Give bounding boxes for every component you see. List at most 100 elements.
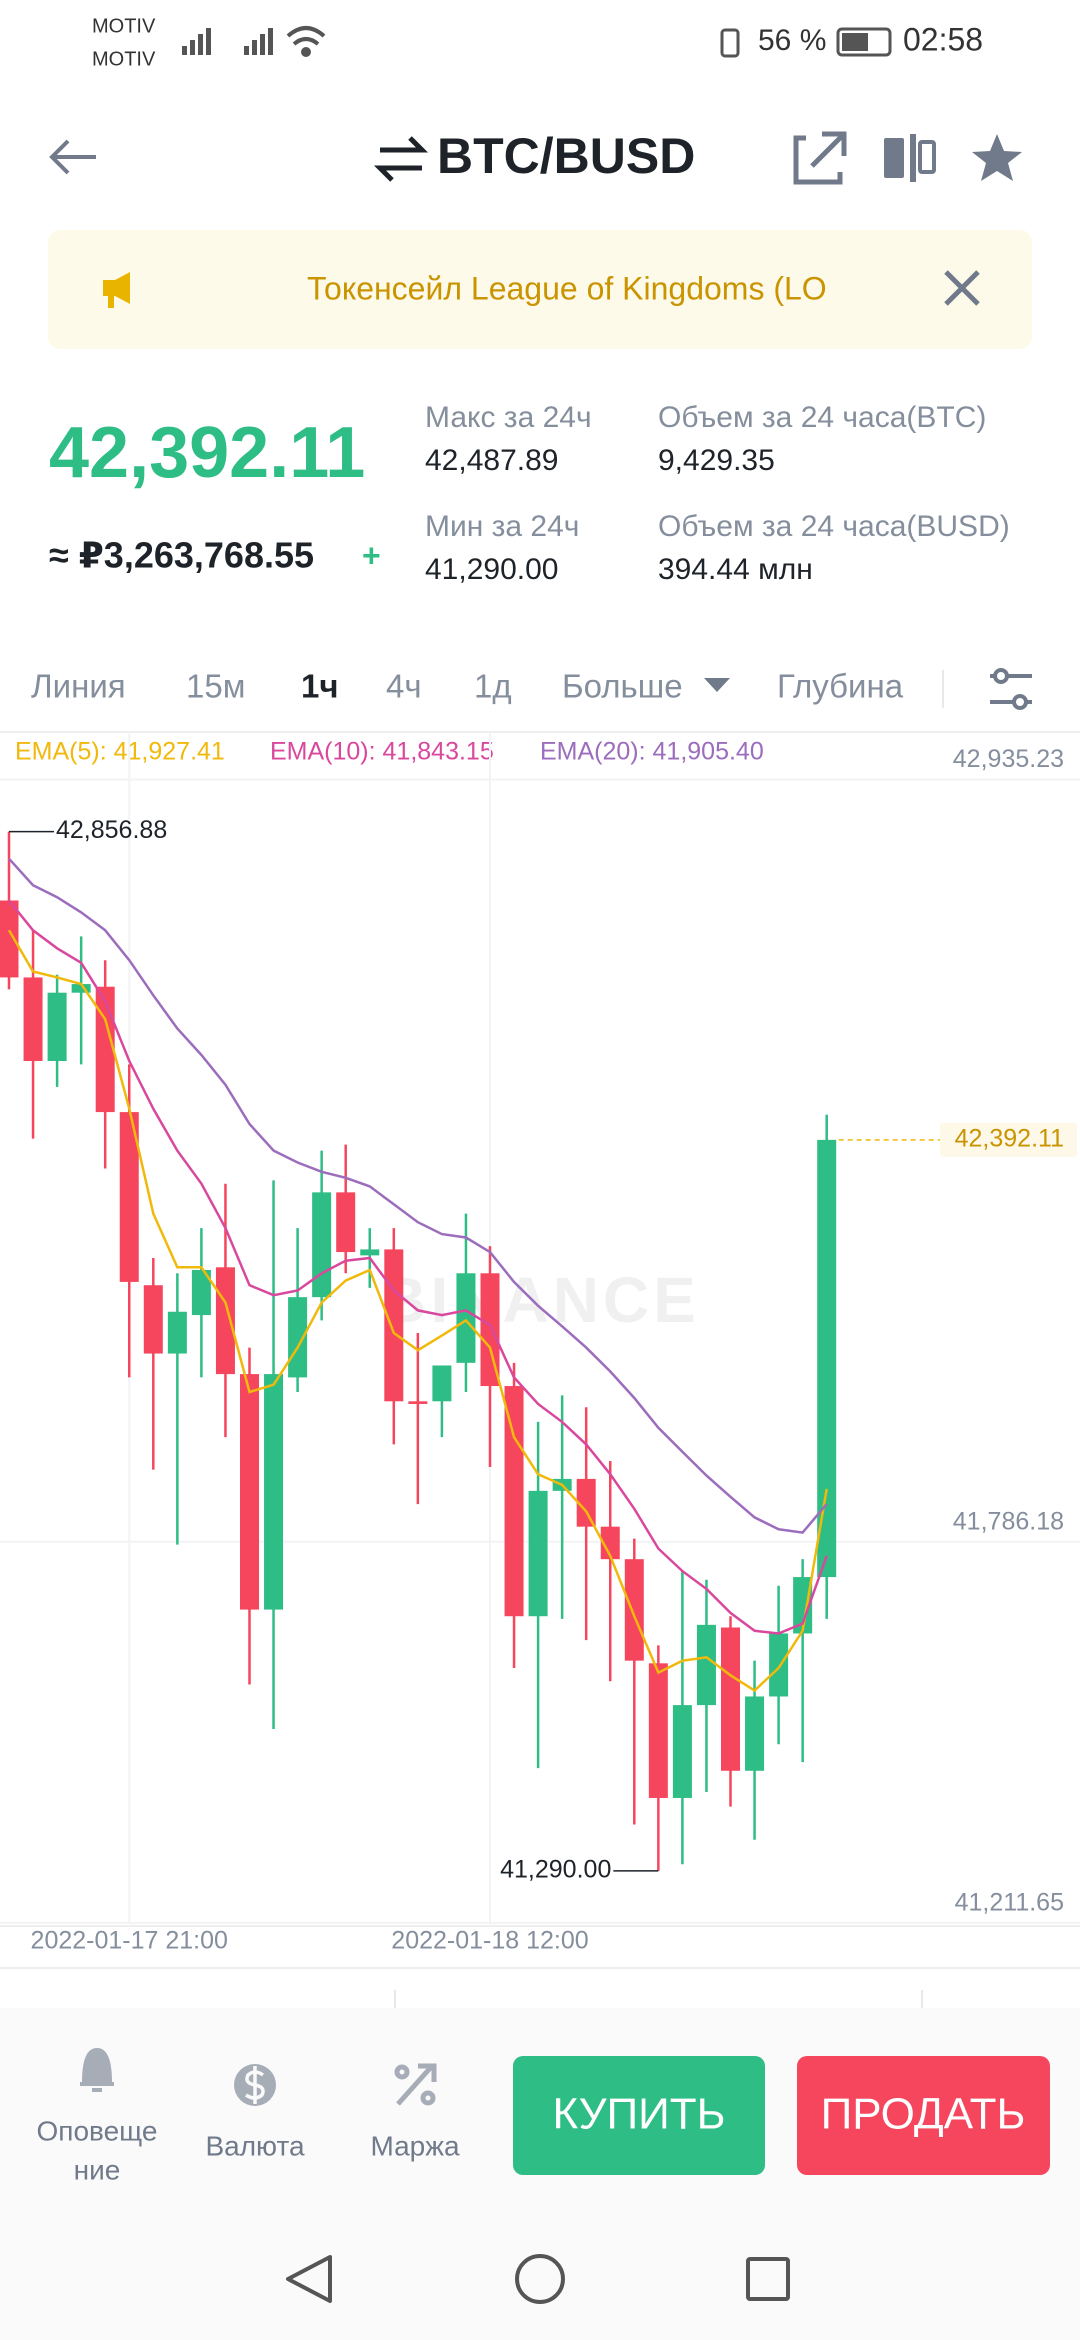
candle-body [360,1249,380,1256]
candle-body [167,1311,187,1354]
sell-button[interactable] [797,2056,1050,2175]
stat-label: Объем за 24 часа(BUSD) [658,510,1010,543]
nav-label[interactable]: ние [74,2154,121,2185]
candle-body [95,986,115,1113]
vibrate-icon [720,28,740,58]
battery-icon [836,27,892,57]
candle-body [432,1365,452,1402]
candle-body [456,1273,476,1363]
candle-body [119,1112,139,1282]
indicator-line [8,857,828,1534]
candle-body [480,1273,500,1387]
nav-home[interactable] [515,2254,565,2304]
candle-body [793,1577,813,1634]
nav-label[interactable]: Маржа [370,2130,460,2161]
tab[interactable]: Глубина [777,668,904,705]
x-tick-label: 2022-01-18 12:00 [391,1927,588,1955]
candle-body [143,1285,163,1354]
tab[interactable]: 1д [474,668,512,705]
stat-value: 42,487.89 [425,444,558,477]
candle-body [769,1633,789,1697]
candle-body [0,900,19,978]
pair-title[interactable]: BTC/BUSD [437,128,695,184]
megaphone-icon [103,272,130,308]
carrier: MOTIV [92,48,156,70]
stat-value: 41,290.00 [425,553,558,586]
compare-icon[interactable] [884,134,936,182]
chart-settings[interactable] [990,668,1032,710]
candle-body [528,1490,548,1617]
candle-body [312,1192,332,1298]
fiat-price: ≈ ₽3,263,768.55 [49,535,314,576]
dropdown-arrow [704,678,730,692]
candle-body [696,1624,716,1706]
tab[interactable]: 4ч [386,668,422,705]
watermark: BINANCE [380,1264,700,1336]
banner[interactable] [48,230,1032,349]
stat-label: Мин за 24ч [425,510,579,543]
indicator-label: EMA(10): 41,843.15 [270,738,494,766]
stat-label: Объем за 24 часа(BTC) [658,401,986,434]
clock: 02:58 [903,21,983,57]
candle-body [240,1374,259,1610]
carrier: MOTIV [92,15,156,37]
candle-body [600,1526,620,1560]
candle-body [408,1401,428,1404]
battery-level [842,33,868,51]
tab[interactable]: 1ч [301,668,339,705]
tab[interactable]: Линия [31,668,126,705]
stat-value: 394.44 млн [658,553,813,586]
nav-back[interactable] [286,2255,332,2303]
high-label: 42,856.88 [56,816,167,844]
candle-body [336,1192,356,1253]
candle-body [817,1139,837,1578]
tab[interactable]: Больше [562,668,683,705]
candle-body [576,1478,596,1527]
y-tick-label: 41,211.65 [955,1889,1064,1917]
y-tick-label: 42,935.23 [953,745,1064,773]
change-sign: + [362,537,381,573]
tab[interactable]: 15м [186,668,245,705]
candle-body [23,977,43,1062]
candle-body [215,1267,235,1375]
candle-body [191,1269,211,1316]
candle-body [721,1627,740,1771]
low-label: 41,290.00 [500,1856,611,1884]
sell-label[interactable]: ПРОДАТЬ [821,2090,1026,2139]
last-price: 42,392.11 [49,413,365,493]
y-tick-label: 41,786.18 [953,1507,1064,1535]
candle-body [745,1696,765,1771]
buy-label[interactable]: КУПИТЬ [552,2090,725,2139]
stat-label: Макс за 24ч [425,401,592,434]
banner-text[interactable]: Токенсейл League of Kingdoms (LO [307,270,827,306]
candle-body [47,992,67,1062]
candle-body [672,1705,692,1798]
candle-body [264,1374,284,1610]
margin-icon[interactable] [394,2063,437,2106]
signal-icon [182,28,273,55]
stat-value: 9,429.35 [658,444,775,477]
alert-icon[interactable] [80,2047,114,2092]
candle-body [288,1297,308,1378]
currency-icon-symbol [245,2066,265,2104]
back-button[interactable] [49,139,96,175]
nav-label[interactable]: Оповеще [37,2115,158,2146]
nav-label[interactable]: Валюта [205,2130,304,2161]
indicator-label: EMA(20): 41,905.40 [540,738,764,766]
candle-body [384,1249,404,1402]
indicator-line [8,899,828,1635]
wifi-icon [286,26,326,57]
candle-body [624,1559,644,1661]
indicator-line [7,929,828,1693]
banner-close[interactable] [944,270,980,306]
nav-recent[interactable] [746,2257,790,2301]
swap-icon[interactable] [373,136,429,182]
favorite-icon[interactable] [972,134,1022,181]
indicator-label: EMA(5): 41,927.41 [15,738,225,766]
battery-text: 56 % [758,24,826,57]
buy-button[interactable] [513,2056,765,2175]
share-icon[interactable] [793,131,847,185]
candlestick-chart: 42,935.23 41,786.18 41,211.65 2022-01-17 21… [0,734,1080,1955]
